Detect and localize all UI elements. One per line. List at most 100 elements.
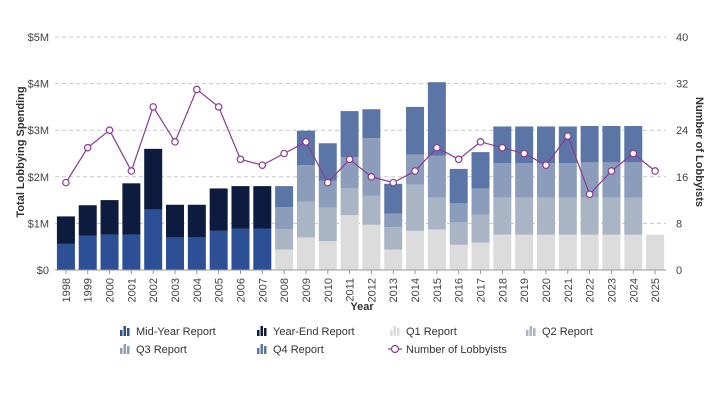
x-tick-label: 2020 xyxy=(541,278,553,302)
bar-chart-icon xyxy=(526,326,536,336)
x-tick-label: 2006 xyxy=(235,278,247,302)
bar-q2-report xyxy=(536,197,555,235)
x-tick-label: 2012 xyxy=(366,278,378,302)
x-tick-label: 2015 xyxy=(432,278,444,302)
lobbyists-point xyxy=(651,167,659,175)
legend-item-q2-report: Q2 Report xyxy=(526,326,593,338)
lobbyists-point xyxy=(542,161,550,169)
icon-bar xyxy=(264,328,267,336)
bar-q3-report xyxy=(624,162,643,198)
bar-q1-report xyxy=(318,241,337,270)
bar-q4-report xyxy=(449,168,468,204)
bar-q4-report xyxy=(427,82,446,156)
bar-year-end-report xyxy=(56,216,75,244)
bar-q3-report xyxy=(362,138,381,196)
bar-q3-report xyxy=(536,163,555,198)
bar-q3-report xyxy=(384,213,403,228)
lobbyists-point xyxy=(171,138,179,146)
bar-mid-year-report xyxy=(166,237,185,270)
bar-q1-report xyxy=(384,249,403,270)
bar-mid-year-report xyxy=(78,235,97,270)
bar-q4-report xyxy=(515,126,534,164)
lobbyists-line xyxy=(62,85,659,199)
icon-bar xyxy=(120,330,123,336)
bar-q1-report xyxy=(362,224,381,270)
bar-q4-report xyxy=(624,126,643,163)
bar-q4-report xyxy=(558,126,577,164)
x-tick-label: 2008 xyxy=(279,278,291,302)
lobbyists-point xyxy=(280,149,288,158)
x-tick-label: 1999 xyxy=(83,278,95,302)
bar-q3-report xyxy=(296,165,315,202)
y-axis-title: Total Lobbying Spending xyxy=(15,86,27,217)
lobbyists-point xyxy=(214,103,223,111)
legend-label: Q2 Report xyxy=(542,326,593,338)
x-tick-label: 2000 xyxy=(105,278,117,302)
x-tick-label: 2009 xyxy=(301,278,313,302)
y2-tick-label: 16 xyxy=(676,172,688,184)
icon-marker xyxy=(390,344,400,354)
bar-q2-report xyxy=(296,201,315,238)
bar-mid-year-report xyxy=(209,230,228,270)
bar-q1-report xyxy=(340,215,359,270)
x-tick-label: 2018 xyxy=(497,278,509,302)
bar-q4-report xyxy=(362,109,381,139)
icon-bar xyxy=(127,346,130,354)
bar-mid-year-report xyxy=(122,234,141,270)
bar-year-end-report xyxy=(253,186,272,229)
bars xyxy=(56,82,665,270)
icon-bar xyxy=(123,344,126,354)
bar-q2-report xyxy=(384,227,403,250)
x-tick-label: 2025 xyxy=(650,278,662,302)
y-tick-label: $2M xyxy=(28,172,49,184)
line-marker-icon xyxy=(388,344,402,354)
icon-bar xyxy=(533,328,536,336)
bar-mid-year-report xyxy=(144,209,163,270)
bar-q3-report xyxy=(449,203,468,223)
lobbyists-point xyxy=(498,143,507,152)
lobbyists-point xyxy=(520,149,528,158)
icon-bar xyxy=(257,348,260,354)
bar-q1-report xyxy=(602,234,621,270)
lobbyists-point xyxy=(83,143,92,152)
legend-label: Q1 Report xyxy=(406,326,457,338)
bar-q4-report xyxy=(296,130,315,166)
bar-q4-report xyxy=(275,186,294,208)
bar-q2-report xyxy=(515,197,534,235)
x-tick-label: 2024 xyxy=(628,278,640,302)
lobbyists-point xyxy=(389,178,398,187)
y-tick-label: $3M xyxy=(28,125,49,137)
lobbyists-point xyxy=(411,167,419,175)
x-tick-label: 2017 xyxy=(476,278,488,302)
bar-q1-report xyxy=(536,234,555,270)
bar-q1-report xyxy=(624,234,643,270)
legend-label: Q4 Report xyxy=(273,344,324,356)
bar-q1-report xyxy=(558,234,577,270)
bar-q2-report xyxy=(275,228,294,250)
lobbyists-line-path xyxy=(65,88,656,196)
bar-chart-icon xyxy=(390,326,400,336)
x-tick-label: 2011 xyxy=(345,278,357,302)
x-tick-label: 2016 xyxy=(454,278,466,302)
x-tick-label: 2014 xyxy=(410,278,422,302)
bar-mid-year-report xyxy=(56,243,75,270)
bar-q3-report xyxy=(493,163,512,198)
legend-item-q1-report: Q1 Report xyxy=(390,326,457,338)
bar-q1-report xyxy=(515,234,534,270)
bar-year-end-report xyxy=(122,183,141,235)
bar-q1-report xyxy=(296,237,315,270)
bar-year-end-report xyxy=(231,186,250,229)
bar-q2-report xyxy=(602,197,621,235)
bar-q3-report xyxy=(602,162,621,198)
x-tick-label: 2010 xyxy=(323,278,335,302)
lobbyists-point xyxy=(149,103,157,111)
x-tick-label: 2019 xyxy=(519,278,531,302)
icon-bar xyxy=(260,326,263,336)
bar-chart-icon xyxy=(257,326,267,336)
bar-q1-report xyxy=(406,230,425,270)
y-tick-label: $1M xyxy=(28,218,49,230)
bar-q2-report xyxy=(406,184,425,231)
lobbyists-point xyxy=(193,85,201,94)
axes: $0 $1M $2M $3M $4M $5M 0 8 16 24 32 40 1998 1999 2000 2… xyxy=(28,32,689,302)
